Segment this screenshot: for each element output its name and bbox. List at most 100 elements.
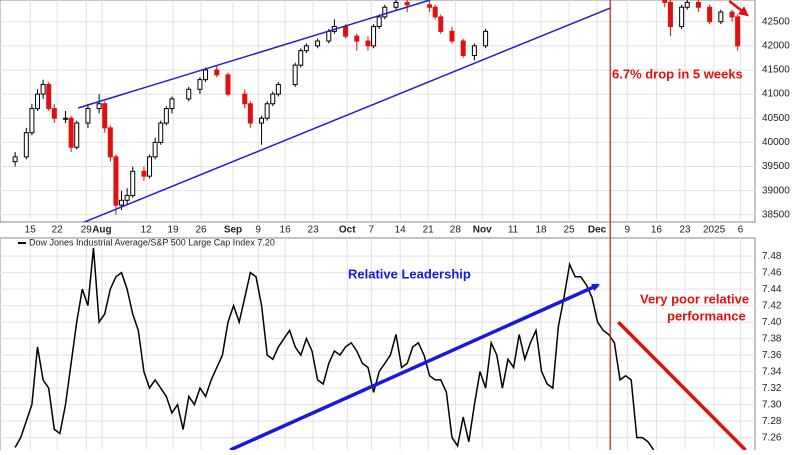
price-panel [0,0,756,223]
y-tick-label: 40000 [762,137,790,148]
x-tick-label: 2025 [703,225,726,236]
candle-body [203,69,209,81]
y-tick-label: 7.26 [762,432,782,443]
candle-body [163,108,169,124]
candle-body [667,1,673,28]
drop-annotation: 6.7% drop in 5 weeks [612,66,743,81]
candle-body [124,194,130,201]
candle-body [343,26,349,37]
candle-body [12,156,18,163]
candle-body [23,132,29,158]
candle-body [371,26,377,47]
trend-line [82,7,611,222]
candle-body [376,16,382,28]
candle-body [735,16,741,47]
candle-body [152,141,158,158]
x-tick-label: Dec [588,225,607,236]
trend-line [617,320,747,452]
x-tick-label: 25 [563,225,575,236]
candle-body [270,93,276,105]
y-tick-label: 41500 [762,65,790,76]
x-tick-label: 6 [738,225,744,236]
x-tick-label: 15 [25,225,37,236]
y-tick-label: 7.44 [762,284,782,295]
candle-body [382,6,388,18]
candle-body [102,103,108,129]
candle-body [74,122,80,148]
candle-body [130,170,136,196]
x-tick-label: 22 [52,225,64,236]
y-tick-label: 7.48 [762,251,782,262]
candle-body [471,45,477,56]
y-tick-label: 42000 [762,40,790,51]
candle-body [63,117,69,120]
y-tick-label: 7.30 [762,399,782,410]
ratio-panel [0,237,756,455]
trend-line [77,0,431,109]
candle-body [264,103,270,119]
candle-body [147,156,153,177]
x-tick-label: Sep [224,225,242,236]
candle-body [85,108,91,124]
candle-body [169,98,175,110]
candle-body [662,0,668,3]
candle-body [460,40,466,57]
x-tick-label: 16 [651,225,663,236]
candle-body [354,35,360,42]
y-tick-label: 42500 [762,16,790,27]
y-tick-label: 7.34 [762,366,782,377]
legend-entry: Dow Jones Industrial Average/S&P 500 Lar… [29,237,275,247]
candle-body [51,108,57,119]
candle-body [158,122,164,143]
y-tick-label: 7.40 [762,317,782,328]
candle-body [247,103,253,124]
y-tick-label: 7.42 [762,300,782,311]
y-tick-label: 7.38 [762,333,782,344]
candle-body [197,79,203,90]
x-tick-label: 28 [450,225,462,236]
poor-annotation: Very poor relative [640,291,749,306]
labels: 38500 39000 39500 40000 40500 41000 41500 42000… [25,0,790,452]
candle-body [113,156,119,206]
candle-body [303,45,309,52]
candle-body [718,11,724,23]
y-tick-label: 7.36 [762,350,782,361]
candle-body [695,1,701,8]
candle-body [393,1,399,8]
candle-body [275,83,281,95]
y-tick-label: 39000 [762,185,790,196]
y-tick-label: 7.46 [762,267,782,278]
candle-body [365,40,371,47]
candle-body [214,69,220,76]
x-tick-label: Nov [473,225,492,236]
trend-line [229,283,601,452]
x-tick-label: 9 [625,225,631,236]
candle-body [483,30,489,47]
x-tick-label: 11 [508,225,519,236]
candle-body [119,199,125,206]
y-tick-label: 40500 [762,113,790,124]
candle-body [141,170,147,177]
x-tick-label: 18 [535,225,547,236]
y-tick-label: 7.28 [762,416,782,427]
x-tick-label: 7 [369,225,375,236]
y-tick-label: 39500 [762,161,790,172]
candle-body [438,16,444,32]
candle-body [259,117,265,124]
candle-body [186,88,192,100]
candle-body [29,108,35,134]
candle-body [107,127,113,158]
candle-body [40,83,46,95]
candle-body [225,74,231,95]
candle-body [35,93,41,110]
candle-body [707,6,713,23]
candle-body [298,50,304,66]
candle-body [427,4,433,8]
x-tick-label: 19 [168,225,180,236]
ratio-plot [0,238,755,450]
x-tick-label: 29 [81,225,93,236]
candle-body [326,30,332,42]
candle-body [96,103,102,110]
